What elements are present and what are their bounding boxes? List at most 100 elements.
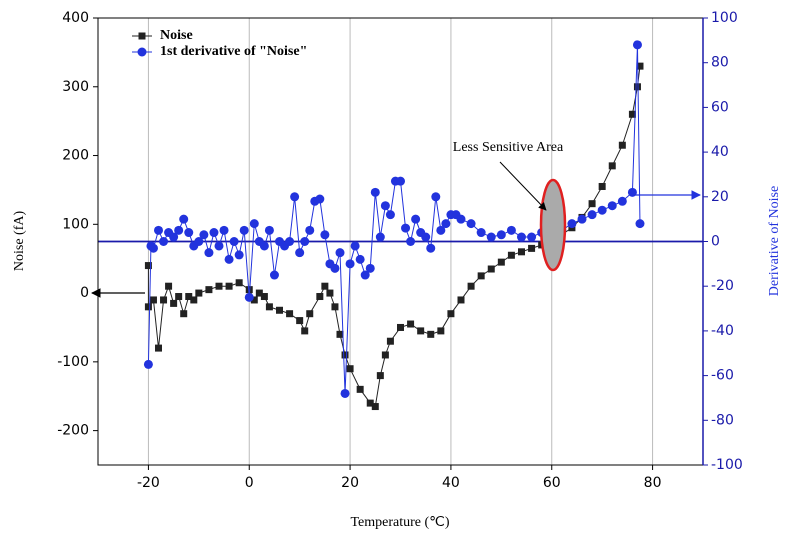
data-point [194, 237, 204, 246]
data-point [209, 228, 219, 238]
y-tick-label: -100 [57, 354, 89, 370]
data-point [159, 237, 169, 246]
data-point [244, 292, 254, 302]
data-point [285, 237, 295, 246]
data-point [527, 232, 537, 242]
y2-tick-label: 100 [711, 10, 738, 26]
y2-tick-label: -100 [711, 457, 743, 473]
data-point [149, 296, 157, 304]
y2-tick-label: 0 [711, 234, 720, 250]
data-point [143, 359, 153, 369]
data-point [330, 263, 340, 273]
data-point [234, 250, 244, 260]
data-point [345, 259, 355, 269]
data-point [360, 270, 370, 280]
y-tick-label: -200 [57, 423, 89, 439]
data-point [180, 310, 188, 318]
data-point [286, 310, 294, 318]
data-point [264, 225, 274, 235]
data-point [401, 223, 411, 233]
legend-marker [138, 32, 146, 40]
data-point [628, 110, 636, 118]
x-tick-label: 20 [341, 475, 359, 491]
data-point [431, 192, 441, 202]
data-point [185, 293, 193, 301]
y-axis-label: Noise (fA) [12, 211, 27, 272]
data-point [300, 237, 310, 246]
data-point [155, 344, 162, 352]
legend-label: Noise [160, 28, 193, 43]
data-point [426, 243, 436, 253]
data-point [447, 310, 455, 318]
data-point [636, 62, 644, 70]
data-point [588, 200, 596, 208]
data-point [567, 219, 577, 229]
data-point [456, 214, 466, 224]
data-point [437, 327, 445, 335]
data-point [165, 282, 173, 290]
data-point [290, 192, 300, 202]
data-point [259, 241, 269, 251]
data-point [296, 317, 304, 325]
data-point [321, 282, 329, 290]
series-line [147, 44, 641, 394]
y-tick-label: 100 [62, 216, 89, 232]
data-point [335, 248, 345, 258]
annotation: Less Sensitive Area [453, 140, 564, 155]
data-point [169, 232, 179, 242]
data-point [486, 232, 496, 242]
data-point [160, 296, 168, 304]
x-tick-label: 40 [442, 475, 460, 491]
y-tick-label: 200 [62, 148, 89, 164]
y2-tick-label: 60 [711, 99, 729, 115]
legend-marker [137, 47, 147, 57]
data-point [411, 214, 421, 224]
data-point [331, 303, 339, 311]
data-point [597, 205, 607, 215]
data-point [326, 289, 334, 297]
data-point [205, 286, 213, 294]
data-point [371, 403, 379, 411]
data-point [320, 230, 330, 240]
data-point [635, 219, 645, 229]
y-tick-label: 300 [62, 79, 89, 95]
data-point [517, 232, 526, 242]
data-point [225, 282, 233, 290]
y2-axis-label: Derivative of Noise [767, 186, 782, 296]
x-axis-label: Temperature (℃) [350, 515, 449, 530]
data-point [598, 182, 606, 190]
data-point [215, 282, 223, 290]
data-point [507, 251, 515, 259]
data-point [199, 230, 209, 240]
data-point [376, 372, 384, 380]
data-point [506, 225, 516, 235]
data-point [306, 310, 314, 318]
data-point [250, 296, 258, 304]
data-point [346, 365, 354, 373]
x-tick-label: 0 [245, 475, 254, 491]
data-point [336, 330, 344, 338]
y2-tick-label: 40 [711, 144, 729, 160]
data-point [386, 337, 394, 345]
data-point [365, 263, 375, 273]
y2-tick-label: 80 [711, 55, 729, 71]
data-point [239, 225, 249, 235]
data-point [144, 303, 152, 311]
y2-tick-label: -80 [711, 412, 734, 428]
data-point [224, 254, 234, 264]
data-point [204, 248, 214, 258]
data-point [229, 237, 239, 246]
data-point [315, 194, 325, 204]
y2-tick-label: -60 [711, 368, 734, 384]
y2-tick-label: -20 [711, 278, 734, 294]
data-point [350, 241, 360, 251]
data-point [608, 162, 616, 170]
data-point [235, 279, 243, 287]
data-point [632, 40, 642, 50]
data-point [467, 282, 475, 290]
data-point [175, 293, 183, 301]
data-point [245, 286, 253, 294]
data-point [528, 244, 536, 252]
